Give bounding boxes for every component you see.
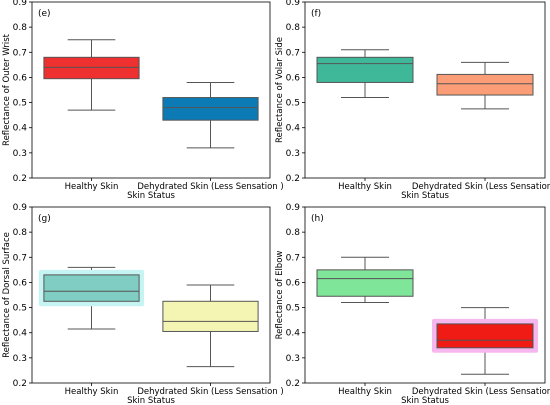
y-tick-label: 0.8 xyxy=(13,23,28,33)
y-tick-label: 0.2 xyxy=(286,379,300,389)
chart-panel-4: 0.2 0.3 0.4 0.5 0.6 0.7 0.8 0.9 Healthy Skin Dehy… xyxy=(275,203,550,405)
y-tick-label: 0.9 xyxy=(13,203,28,213)
y-tick-label: 0.2 xyxy=(13,174,27,184)
y-tick-label: 0.5 xyxy=(286,99,300,109)
y-tick-label: 0.3 xyxy=(286,354,300,364)
panel-label: (h) xyxy=(311,214,324,224)
box-healthy xyxy=(43,39,140,111)
y-tick-label: 0.7 xyxy=(13,48,27,58)
panel-label: (g) xyxy=(38,214,51,224)
box-iqr xyxy=(316,269,414,297)
y-tick-label: 0.5 xyxy=(13,99,27,109)
x-tick-label: Dehydrated Skin (Less Sensation ) xyxy=(137,182,283,192)
x-axis-label: Skin Status xyxy=(401,396,449,405)
y-axis-label: Reflectance of Outer Wrist xyxy=(2,33,12,146)
y-tick-label: 0.3 xyxy=(286,149,300,159)
axes-frame xyxy=(304,1,546,179)
y-tick-label: 0.4 xyxy=(13,329,28,339)
box-iqr xyxy=(43,274,140,302)
box-iqr xyxy=(316,56,414,83)
y-tick-label: 0.4 xyxy=(286,329,301,339)
y-tick-label: 0.4 xyxy=(286,124,301,134)
y-tick-label: 0.6 xyxy=(286,73,301,83)
box-iqr xyxy=(162,300,259,332)
box-healthy xyxy=(316,49,414,99)
y-tick-label: 0.9 xyxy=(13,0,28,8)
box-dehydrated xyxy=(162,284,259,368)
y-tick-label: 0.9 xyxy=(286,0,301,8)
x-tick-label: Healthy Skin xyxy=(338,387,392,397)
y-tick-label: 0.7 xyxy=(286,48,300,58)
x-tick-label: Dehydrated Skin (Less Sensation ) xyxy=(137,387,283,397)
panel-label: (e) xyxy=(38,9,51,19)
chart-panel-2: 0.2 0.3 0.4 0.5 0.6 0.7 0.8 0.9 Healthy Skin Dehy… xyxy=(275,0,550,201)
panel-label: (f) xyxy=(311,9,321,19)
y-tick-label: 0.8 xyxy=(286,228,301,238)
x-tick-label: Healthy Skin xyxy=(65,182,119,192)
y-tick-label: 0.3 xyxy=(13,149,27,159)
y-tick-label: 0.2 xyxy=(13,379,27,389)
box-iqr xyxy=(43,56,140,80)
y-tick-label: 0.6 xyxy=(13,73,28,83)
box-healthy xyxy=(316,256,414,304)
chart-panel-3: 0.2 0.3 0.4 0.5 0.6 0.7 0.8 0.9 Healthy Skin Dehy… xyxy=(2,203,284,405)
box-iqr xyxy=(436,323,534,349)
y-tick-label: 0.7 xyxy=(13,253,27,263)
axes-frame xyxy=(31,206,271,384)
x-axis-label: Skin Status xyxy=(127,396,175,405)
y-tick-label: 0.8 xyxy=(286,23,301,33)
y-tick-label: 0.5 xyxy=(13,304,27,314)
x-tick-label: Healthy Skin xyxy=(65,387,119,397)
y-tick-label: 0.2 xyxy=(286,174,300,184)
x-tick-label: Dehydrated Skin (Less Sensation ) xyxy=(412,182,550,192)
y-tick-label: 0.4 xyxy=(13,124,28,134)
x-axis-label: Skin Status xyxy=(127,191,175,201)
y-axis-label: Reflectance of Elbow xyxy=(275,251,285,340)
y-tick-label: 0.9 xyxy=(286,203,301,213)
y-tick-label: 0.6 xyxy=(286,278,301,288)
y-axis-label: Reflectance of Dorsal Surface xyxy=(2,232,12,358)
box-dehydrated xyxy=(432,307,538,375)
axes-frame xyxy=(31,1,271,179)
y-axis-label: Reflectance of Volar Side xyxy=(275,37,285,143)
box-iqr xyxy=(162,97,259,121)
y-tick-label: 0.7 xyxy=(286,253,300,263)
y-tick-label: 0.6 xyxy=(13,278,28,288)
x-tick-label: Healthy Skin xyxy=(338,182,392,192)
y-tick-label: 0.3 xyxy=(13,354,27,364)
box-iqr xyxy=(436,73,534,96)
box-healthy xyxy=(38,266,145,330)
x-axis-label: Skin Status xyxy=(401,191,449,201)
y-tick-label: 0.5 xyxy=(286,304,300,314)
axes-frame xyxy=(304,206,546,384)
x-tick-label: Dehydrated Skin (Less Sensation ) xyxy=(412,387,550,397)
chart-panel-1: 0.2 0.3 0.4 0.5 0.6 0.7 0.8 0.9 Healthy Skin Dehy… xyxy=(2,0,284,201)
box-dehydrated xyxy=(436,61,534,110)
box-dehydrated xyxy=(162,81,259,149)
y-tick-label: 0.8 xyxy=(13,228,28,238)
